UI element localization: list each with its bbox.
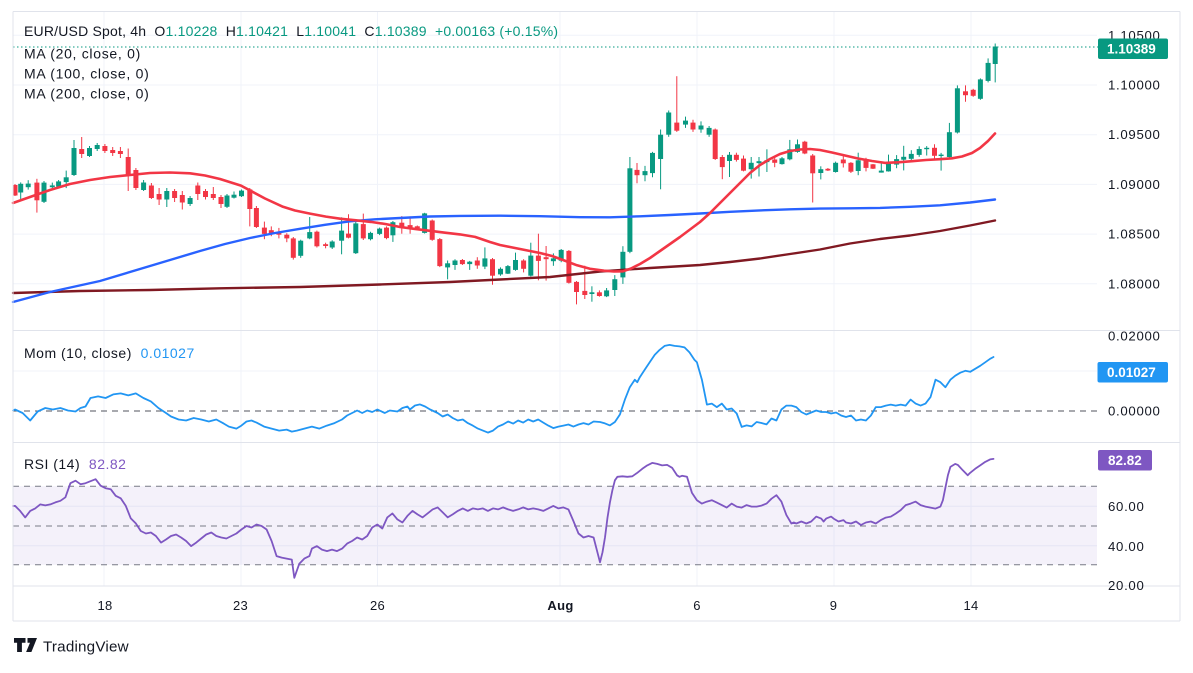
svg-text:20.00: 20.00 [1108, 578, 1145, 593]
svg-text:18: 18 [97, 598, 112, 613]
svg-text:26: 26 [370, 598, 385, 613]
svg-text:TradingView: TradingView [43, 639, 129, 656]
svg-text:82.82: 82.82 [1108, 453, 1142, 468]
svg-text:1.10389: 1.10389 [1107, 42, 1156, 57]
svg-text:Mom (10, close) 0.01027: Mom (10, close) 0.01027 [24, 345, 195, 361]
svg-text:23: 23 [233, 598, 248, 613]
svg-text:60.00: 60.00 [1108, 499, 1145, 514]
svg-text:1.08000: 1.08000 [1108, 276, 1161, 291]
svg-text:14: 14 [963, 598, 978, 613]
svg-text:1.09500: 1.09500 [1108, 127, 1161, 142]
svg-text:0.00000: 0.00000 [1108, 404, 1161, 419]
svg-text:EUR/USD Spot, 4h O1.10228 H1: EUR/USD Spot, 4h O1.10228 H1.10421 L1.10… [24, 23, 558, 39]
svg-text:1.08500: 1.08500 [1108, 227, 1161, 242]
svg-text:RSI (14) 82.82: RSI (14) 82.82 [24, 456, 126, 472]
svg-text:6: 6 [693, 598, 701, 613]
svg-text:0.01027: 0.01027 [1107, 365, 1156, 380]
svg-text:MA (200, close, 0): MA (200, close, 0) [24, 86, 149, 102]
svg-text:1.09000: 1.09000 [1108, 177, 1161, 192]
svg-text:1.10000: 1.10000 [1108, 78, 1161, 93]
svg-text:40.00: 40.00 [1108, 539, 1145, 554]
svg-text:0.02000: 0.02000 [1108, 329, 1161, 344]
svg-text:MA (100, close, 0): MA (100, close, 0) [24, 66, 149, 82]
svg-text:MA (20, close, 0): MA (20, close, 0) [24, 46, 141, 62]
svg-text:Aug: Aug [547, 598, 573, 613]
svg-text:9: 9 [830, 598, 838, 613]
